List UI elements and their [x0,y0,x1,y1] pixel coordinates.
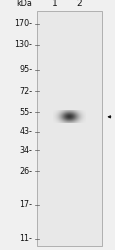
Text: 1: 1 [52,0,58,8]
Bar [37,11,101,246]
Text: 2: 2 [76,0,82,8]
Text: 26-: 26- [19,167,32,176]
Text: 43-: 43- [19,127,32,136]
Text: 72-: 72- [19,87,32,96]
Text: kDa: kDa [16,0,32,8]
Text: 17-: 17- [19,200,32,209]
Text: 11-: 11- [19,234,32,243]
Text: 95-: 95- [19,65,32,74]
Text: 34-: 34- [19,146,32,155]
Text: 130-: 130- [14,40,32,50]
Text: 55-: 55- [19,108,32,117]
Text: 170-: 170- [14,19,32,28]
